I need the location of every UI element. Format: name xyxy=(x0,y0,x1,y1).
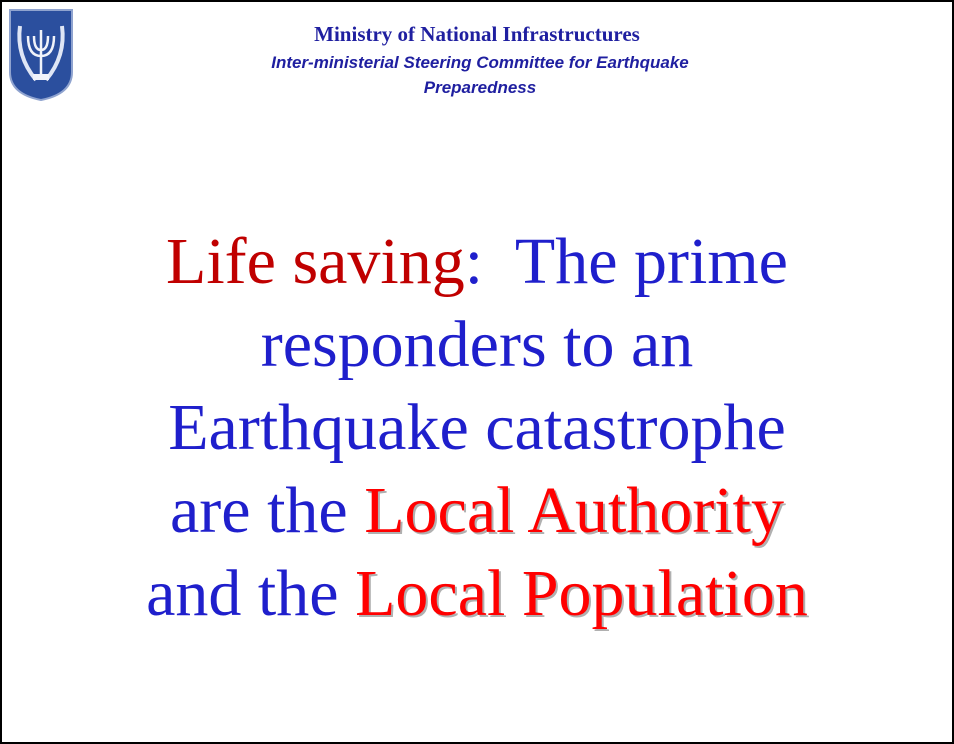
statement-line: Life saving: The prime xyxy=(0,220,954,303)
statement-segment: responders to an xyxy=(260,308,694,381)
statement-line: are the Local Authority xyxy=(0,469,954,552)
ministry-title: Ministry of National Infrastructures xyxy=(314,22,640,46)
statement-segment: are the xyxy=(170,474,365,547)
statement-line: Earthquake catastrophe xyxy=(0,386,954,469)
emblem xyxy=(9,9,73,102)
main-statement: Life saving: The prime responders to an Ea… xyxy=(0,220,954,635)
statement-segment: Local Population xyxy=(355,557,808,630)
statement-segment: : The prime xyxy=(464,225,788,298)
statement-line: and the Local Population xyxy=(0,552,954,635)
statement-segment: Life saving xyxy=(166,225,465,298)
statement-segment: Earthquake catastrophe xyxy=(168,391,786,464)
committee-subtitle: Inter-ministerial Steering Committee for… xyxy=(271,53,689,97)
statement-segment: and the xyxy=(146,557,356,630)
statement-segment: Local Authority xyxy=(364,474,784,547)
statement-line: responders to an xyxy=(0,303,954,386)
